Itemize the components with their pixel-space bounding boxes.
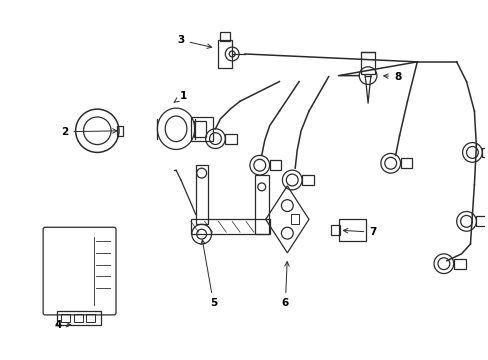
Bar: [481, 148, 488, 157]
Bar: [61, 314, 70, 322]
Bar: [74, 314, 82, 322]
Text: 6: 6: [281, 262, 288, 308]
Bar: [193, 121, 205, 137]
Text: 4: 4: [54, 320, 71, 330]
Text: 7: 7: [343, 227, 376, 237]
Bar: [338, 219, 366, 241]
Bar: [254, 175, 268, 234]
Bar: [302, 175, 313, 185]
Bar: [195, 165, 207, 224]
Bar: [225, 134, 237, 144]
Bar: [330, 225, 339, 235]
Bar: [291, 215, 299, 224]
Text: 3: 3: [177, 35, 211, 48]
Bar: [190, 219, 269, 234]
Bar: [475, 216, 487, 226]
Text: 8: 8: [383, 72, 401, 82]
Text: 5: 5: [201, 240, 217, 308]
Bar: [117, 126, 122, 136]
Text: 1: 1: [174, 91, 186, 102]
Text: 2: 2: [61, 127, 117, 137]
Bar: [361, 52, 374, 74]
Bar: [400, 158, 411, 168]
Bar: [86, 314, 95, 322]
Bar: [220, 32, 230, 41]
Bar: [190, 117, 212, 141]
Bar: [57, 311, 101, 325]
Bar: [218, 40, 232, 68]
Bar: [269, 160, 281, 170]
Bar: [453, 259, 465, 269]
